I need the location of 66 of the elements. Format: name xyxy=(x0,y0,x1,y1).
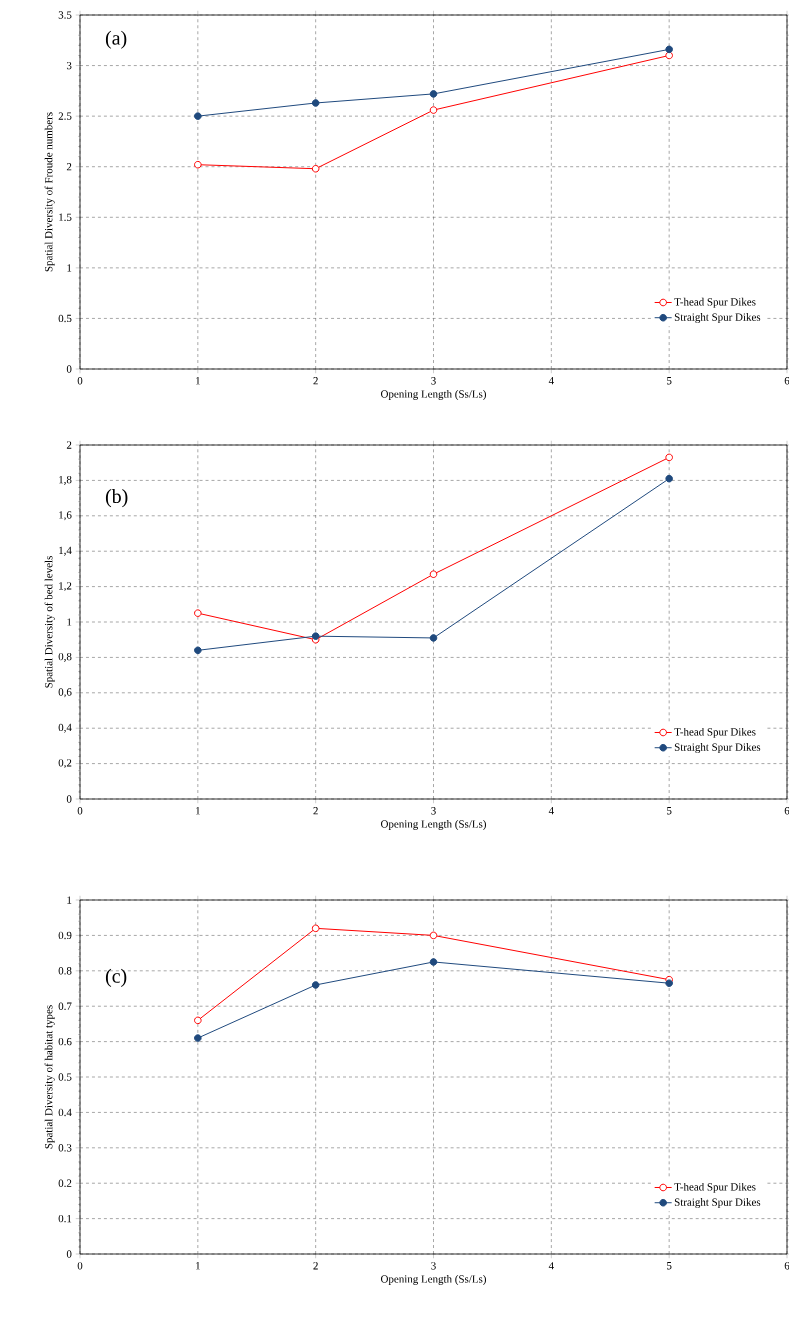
y-tick-label: 0,6 xyxy=(58,688,72,698)
annotation: (c) xyxy=(105,968,127,987)
x-axis-title: Opening Length (Ss/Ls) xyxy=(380,1275,486,1285)
x-tick-label: 5 xyxy=(667,1262,672,1270)
y-tick-label: 0.6 xyxy=(58,1037,72,1046)
x-tick-label: 2 xyxy=(313,807,318,815)
y-tick-label: 1,8 xyxy=(59,475,72,485)
legend-label: Straight Spur Dikes xyxy=(674,1198,761,1209)
x-tick-label: 1 xyxy=(196,1262,200,1270)
y-tick-label: 0.4 xyxy=(58,1108,72,1117)
x-tick-label: 1 xyxy=(196,377,200,385)
y-tick-label: 0.7 xyxy=(58,1002,72,1010)
y-tick-label: 1 xyxy=(67,264,72,272)
annotation: (a) xyxy=(105,30,127,49)
y-tick-label: 0.8 xyxy=(58,967,72,975)
y-tick-label: 1.5 xyxy=(59,213,72,221)
x-tick-label: 4 xyxy=(548,1262,554,1270)
y-tick-label: 3 xyxy=(66,61,72,70)
y-tick-label: 0.3 xyxy=(58,1144,72,1152)
y-tick-label: 1,2 xyxy=(59,582,72,592)
x-tick-label: 6 xyxy=(784,807,789,815)
x-tick-label: 3 xyxy=(431,807,436,815)
x-tick-label: 0 xyxy=(77,1262,83,1270)
legend-label: T-head Spur Dikes xyxy=(674,297,756,308)
x-tick-label: 3 xyxy=(431,377,436,385)
y-tick-label: 0.5 xyxy=(58,314,72,323)
x-tick-label: 2 xyxy=(313,377,318,385)
y-tick-label: 0,4 xyxy=(58,723,72,733)
y-tick-label: 2 xyxy=(66,441,72,449)
legend-label: Straight Spur Dikes xyxy=(674,313,761,324)
y-tick-label: 0 xyxy=(66,1250,72,1258)
y-axis-title: Spatial Diversity of bed levels xyxy=(44,556,55,688)
annotation: (b) xyxy=(105,489,128,508)
legend-label: T-head Spur Dikes xyxy=(674,1182,756,1193)
x-tick-label: 6 xyxy=(784,377,789,385)
y-tick-label: 1 xyxy=(67,896,72,904)
x-tick-label: 0 xyxy=(77,377,83,385)
x-tick-label: 5 xyxy=(667,377,672,385)
y-tick-label: 0,2 xyxy=(58,759,72,769)
x-tick-label: 0 xyxy=(77,807,83,815)
y-tick-label: 3.5 xyxy=(58,11,72,19)
legend-label: Straight Spur Dikes xyxy=(674,743,761,754)
y-tick-label: 0.1 xyxy=(58,1214,72,1223)
x-axis-title: Opening Length (Ss/Ls) xyxy=(380,390,486,400)
x-tick-label: 5 xyxy=(667,807,672,815)
x-tick-label: 3 xyxy=(431,1262,436,1270)
y-tick-label: 2 xyxy=(66,163,72,171)
y-tick-label: 2.5 xyxy=(58,112,72,120)
y-tick-label: 0.5 xyxy=(58,1073,72,1081)
x-tick-label: 1 xyxy=(196,807,200,815)
x-axis-title: Opening Length (Ss/Ls) xyxy=(380,820,486,830)
y-tick-label: 1,6 xyxy=(59,511,72,521)
y-tick-label: 0.9 xyxy=(58,931,72,940)
y-tick-label: 0.2 xyxy=(58,1179,72,1187)
x-tick-label: 2 xyxy=(313,1262,318,1270)
y-axis-title: Spatial Diversity of habitat types xyxy=(44,1005,55,1149)
y-tick-label: 1 xyxy=(67,618,72,626)
y-tick-label: 0,8 xyxy=(58,652,72,662)
x-tick-label: 4 xyxy=(548,377,554,385)
x-tick-label: 4 xyxy=(548,807,554,815)
y-axis-title: Spatial Diversity of Froude numbers xyxy=(44,112,55,272)
legend-label: T-head Spur Dikes xyxy=(674,727,756,738)
y-tick-label: 0 xyxy=(66,365,72,373)
x-tick-label: 6 xyxy=(784,1262,789,1270)
y-tick-label: 0 xyxy=(66,795,72,803)
y-tick-label: 1,4 xyxy=(59,546,72,556)
